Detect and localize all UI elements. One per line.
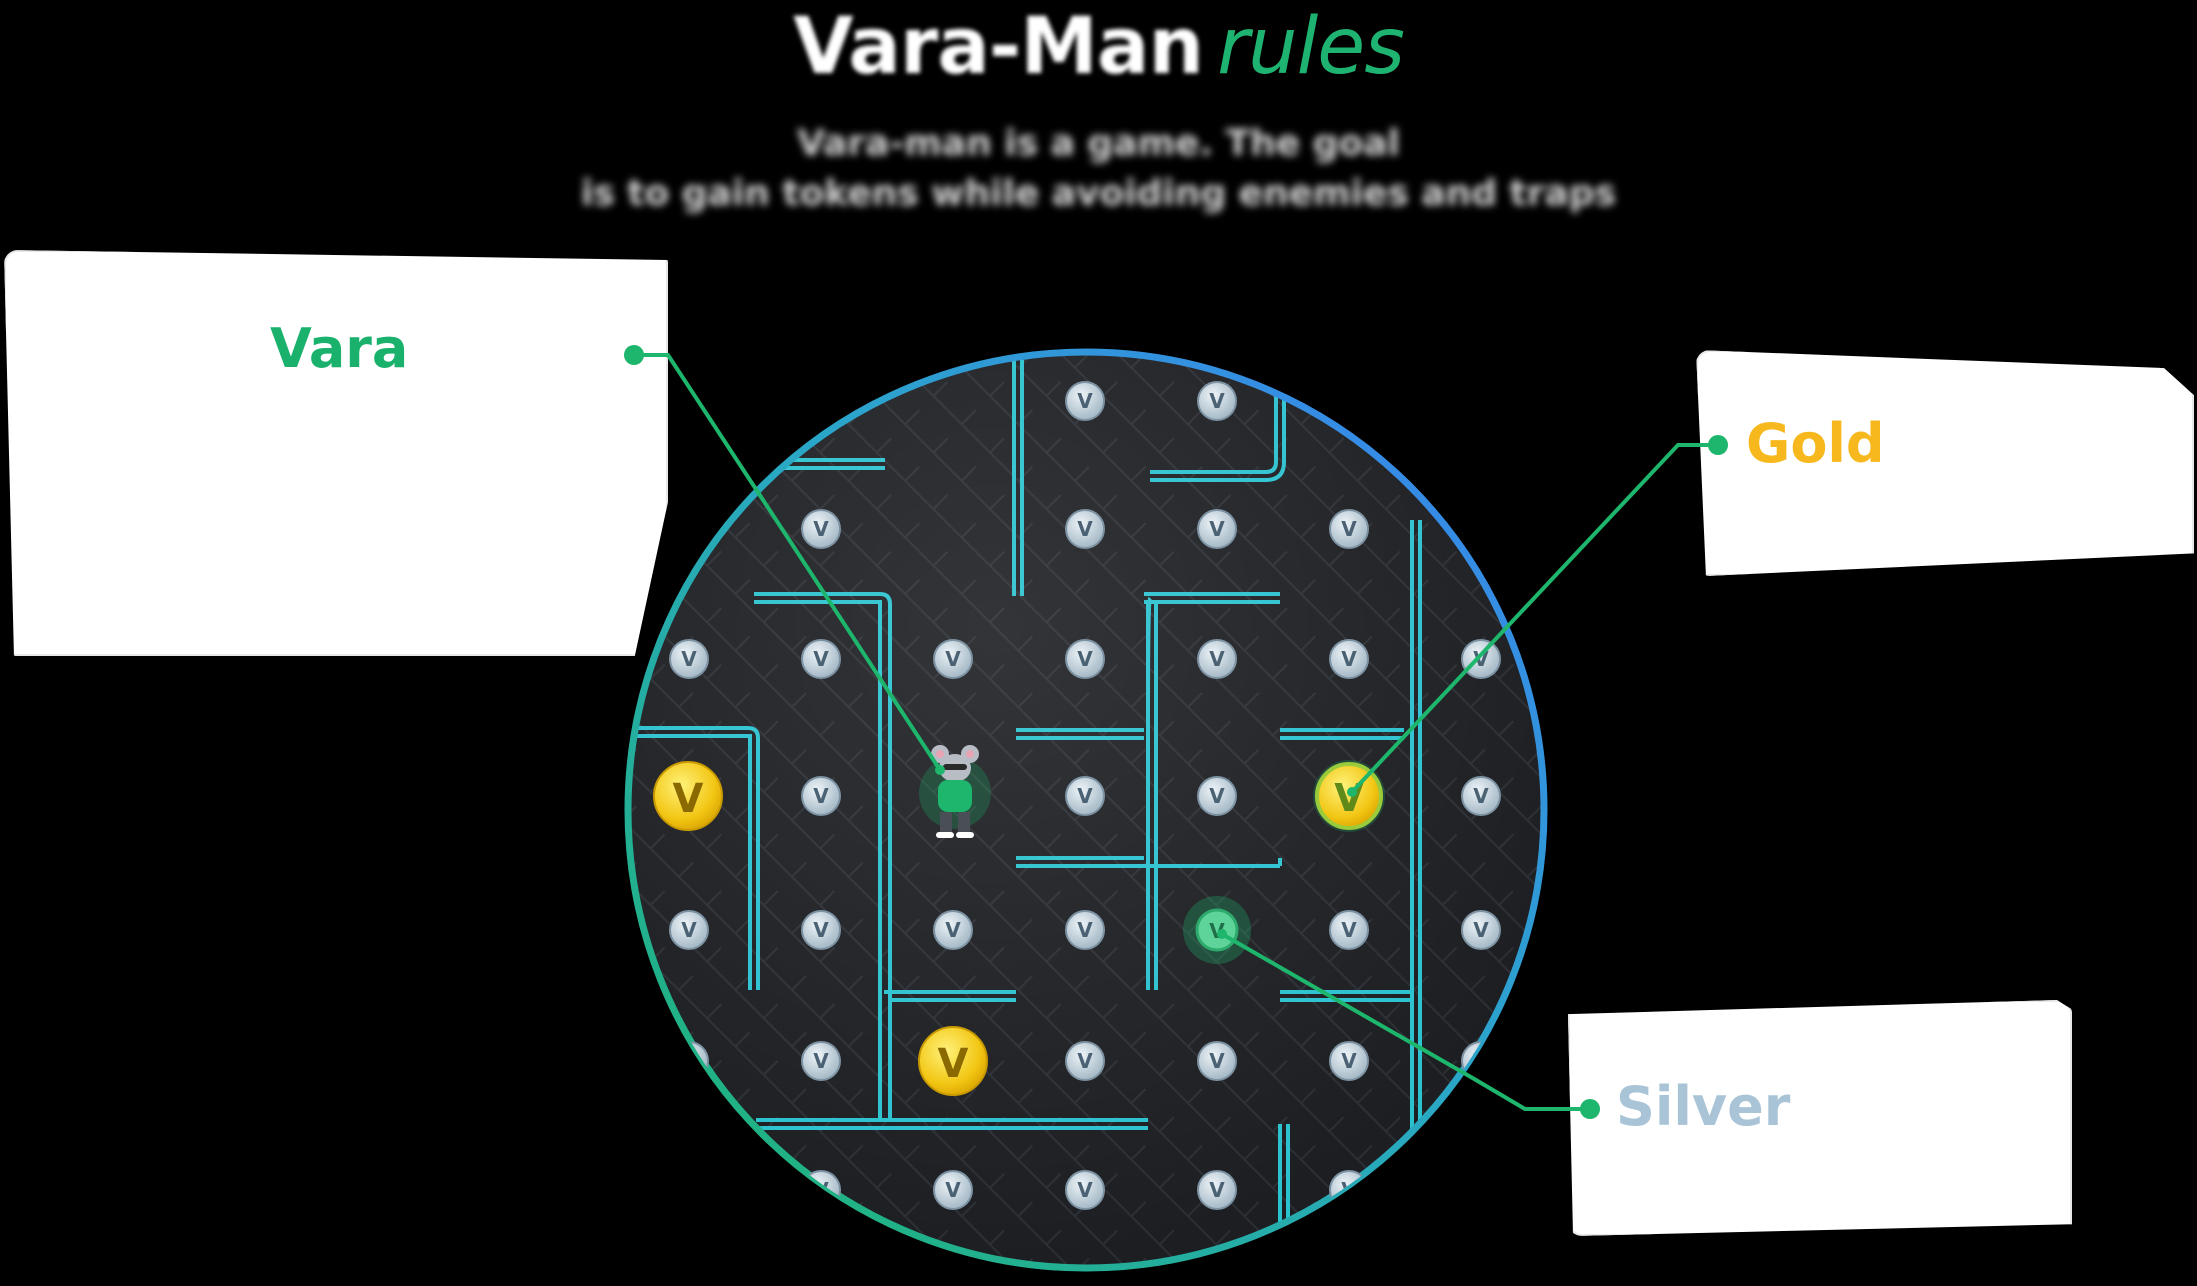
vara-coin-icon: V xyxy=(1197,1041,1237,1081)
svg-text:V: V xyxy=(1209,517,1225,541)
svg-text:V: V xyxy=(945,647,961,671)
silver-card-title: Silver xyxy=(1616,1075,1791,1138)
vara-coin-icon: V xyxy=(669,639,709,679)
svg-text:V: V xyxy=(1209,1178,1225,1202)
vara-coin-icon: V xyxy=(1065,1170,1105,1210)
svg-text:V: V xyxy=(1341,918,1357,942)
svg-text:V: V xyxy=(1077,918,1093,942)
svg-text:V: V xyxy=(813,517,829,541)
svg-text:V: V xyxy=(1341,647,1357,671)
connector-dot-icon xyxy=(1708,435,1728,455)
svg-text:V: V xyxy=(1209,784,1225,808)
vara-coin-icon: V xyxy=(801,1041,841,1081)
vara-coin-icon: V xyxy=(669,910,709,950)
svg-text:V: V xyxy=(1209,389,1225,413)
board-ring xyxy=(624,348,1548,1272)
vara-coin-icon: V xyxy=(1065,910,1105,950)
connector-lines xyxy=(634,353,1718,1111)
vara-coin-icon: V xyxy=(933,910,973,950)
gold-card xyxy=(1696,350,2194,576)
vara-coin-icon: V xyxy=(933,639,973,679)
vara-card-title: Vara xyxy=(270,317,409,380)
svg-text:V: V xyxy=(673,776,704,822)
connector-dot-icon xyxy=(1580,1099,1600,1119)
vara-coin-icon: V xyxy=(1197,509,1237,549)
vara-coin-icon: V xyxy=(1461,910,1501,950)
svg-text:V: V xyxy=(813,647,829,671)
vara-coin-icon: V xyxy=(801,509,841,549)
vara-coin-icon: V xyxy=(1461,639,1501,679)
vara-coin-icon: V xyxy=(1065,381,1105,421)
svg-text:V: V xyxy=(1341,1049,1357,1073)
svg-text:V: V xyxy=(1077,1049,1093,1073)
page-title-main: Vara-Man xyxy=(793,2,1204,92)
vara-coin-icon: V xyxy=(801,910,841,950)
vara-coin-icon: V xyxy=(1065,1041,1105,1081)
svg-text:V: V xyxy=(681,918,697,942)
vara-coin-icon: V xyxy=(801,381,841,421)
connector-dot-icon xyxy=(624,345,644,365)
vara-coin-icon: V xyxy=(1197,776,1237,816)
gold-card-title: Gold xyxy=(1746,412,1885,475)
vara-coin-icon: V xyxy=(1065,776,1105,816)
vara-coin-icon: V xyxy=(1197,381,1237,421)
svg-text:V: V xyxy=(1341,517,1357,541)
vara-coin-icon: V xyxy=(1065,509,1105,549)
vara-coin-icon: V xyxy=(1329,509,1369,549)
page-title-accent: rules xyxy=(1217,2,1405,92)
svg-text:V: V xyxy=(813,784,829,808)
subtitle-line-2: is to gain tokens while avoiding enemies… xyxy=(580,173,1617,214)
svg-text:V: V xyxy=(681,647,697,671)
svg-text:V: V xyxy=(1077,1178,1093,1202)
vara-coin-icon: V xyxy=(1065,639,1105,679)
svg-text:V: V xyxy=(1209,1049,1225,1073)
subtitle-line-1: Vara-man is a game. The goal xyxy=(797,123,1400,164)
vara-coin-icon: V xyxy=(1197,1170,1237,1210)
svg-text:V: V xyxy=(813,1049,829,1073)
silver-card xyxy=(1568,1000,2072,1236)
gold-coin-bottom: V xyxy=(918,1026,988,1096)
silver-coins: V V VV V V VV V V V V V VV V V VV V V V V VV V V V V VV V V V V xyxy=(669,381,1501,1210)
svg-text:V: V xyxy=(1077,784,1093,808)
svg-text:V: V xyxy=(945,1178,961,1202)
vara-coin-icon: V xyxy=(1461,776,1501,816)
svg-text:V: V xyxy=(813,918,829,942)
svg-text:V: V xyxy=(1473,918,1489,942)
vara-card xyxy=(4,250,668,656)
page-title: Vara-Man rules xyxy=(0,8,2197,86)
vara-coin-icon: V xyxy=(1329,1041,1369,1081)
vara-coin-icon: V xyxy=(1329,910,1369,950)
vara-coin-icon: V xyxy=(1197,639,1237,679)
vara-coin-icon: V xyxy=(801,776,841,816)
svg-text:V: V xyxy=(945,918,961,942)
svg-text:V: V xyxy=(1473,784,1489,808)
vara-coin-icon: V xyxy=(1329,639,1369,679)
svg-text:V: V xyxy=(938,1041,969,1087)
svg-text:V: V xyxy=(1209,647,1225,671)
gold-coin-left: V xyxy=(653,761,723,831)
svg-text:V: V xyxy=(1077,647,1093,671)
svg-text:V: V xyxy=(1077,517,1093,541)
mouse-character-icon xyxy=(919,745,991,838)
vara-coin-icon: V xyxy=(801,639,841,679)
vara-coin-icon: V xyxy=(933,1170,973,1210)
svg-text:V: V xyxy=(1077,389,1093,413)
svg-text:V: V xyxy=(813,389,829,413)
silver-coin-highlighted: V xyxy=(1183,896,1251,964)
